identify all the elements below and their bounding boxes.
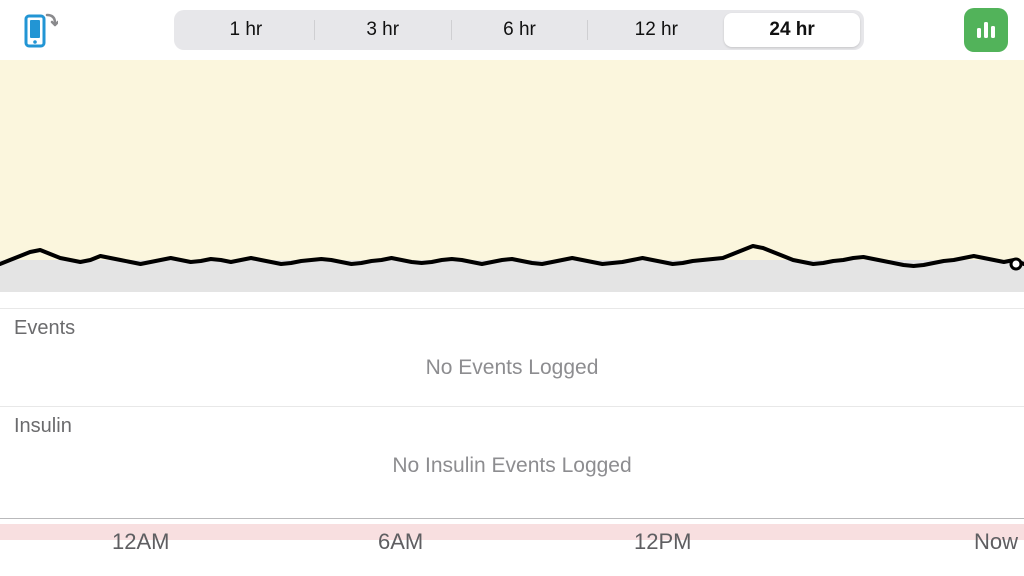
bar-chart-icon	[974, 18, 998, 42]
time-axis-label: Now	[974, 529, 1018, 555]
time-range-option-24hr[interactable]: 24 hr	[724, 13, 860, 47]
events-section-title: Events	[14, 317, 1010, 340]
glucose-trace	[0, 60, 1024, 292]
time-range-option-3hr[interactable]: 3 hr	[315, 13, 451, 47]
time-range-option-6hr[interactable]: 6 hr	[452, 13, 588, 47]
time-axis-label: 12AM	[112, 529, 169, 555]
time-range-option-12hr[interactable]: 12 hr	[588, 13, 724, 47]
time-axis-label: 6AM	[378, 529, 423, 555]
glucose-chart	[0, 60, 1024, 292]
time-range-option-1hr[interactable]: 1 hr	[178, 13, 314, 47]
insulin-section-title: Insulin	[14, 415, 1010, 438]
insulin-empty-message: No Insulin Events Logged	[14, 448, 1010, 478]
top-toolbar: 1 hr3 hr6 hr12 hr24 hr	[0, 0, 1024, 60]
time-range-segmented-control: 1 hr3 hr6 hr12 hr24 hr	[174, 10, 864, 50]
events-section: Events No Events Logged	[0, 308, 1024, 406]
events-empty-message: No Events Logged	[14, 350, 1010, 380]
time-axis: 12AM 6AM 12PM Now	[0, 518, 1024, 562]
log-sections: Events No Events Logged Insulin No Insul…	[0, 308, 1024, 518]
stats-button[interactable]	[964, 8, 1008, 52]
rotate-device-button[interactable]	[16, 8, 60, 52]
rotate-device-icon	[18, 10, 58, 50]
insulin-section: Insulin No Insulin Events Logged	[0, 406, 1024, 518]
time-axis-label: 12PM	[634, 529, 691, 555]
